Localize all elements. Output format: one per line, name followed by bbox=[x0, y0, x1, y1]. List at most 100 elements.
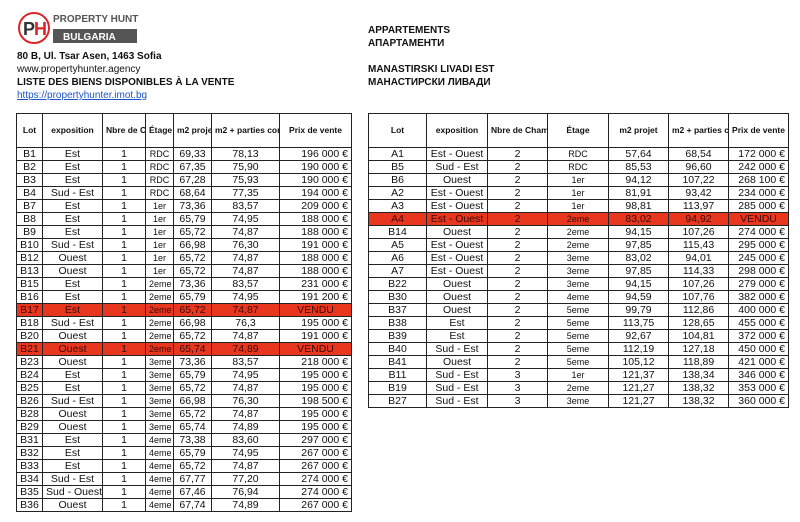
col-header-m2-project: m2 projet bbox=[173, 113, 212, 148]
cell-m2-project: 94,15 bbox=[608, 225, 669, 239]
col-header-bedrooms: Nbre de Chambre à coucher bbox=[102, 113, 146, 148]
cell-m2-project: 121,27 bbox=[608, 394, 669, 408]
table-row: B28 Ouest 1 3eme 65,72 74,87 195 000 € bbox=[16, 407, 352, 421]
cell-floor: 1er bbox=[145, 212, 174, 226]
table-row: B26 Sud - Est 1 3eme 66,98 76,30 198 500 € bbox=[16, 394, 352, 408]
cell-bedrooms: 2 bbox=[487, 173, 548, 187]
cell-bedrooms: 1 bbox=[102, 420, 146, 434]
cell-price: 295 000 € bbox=[728, 238, 789, 252]
cell-bedrooms: 1 bbox=[102, 381, 146, 395]
cell-floor: 5eme bbox=[547, 316, 609, 330]
cell-floor: 2eme bbox=[547, 225, 609, 239]
cell-m2-project: 65,79 bbox=[173, 368, 212, 382]
cell-price: 372 000 € bbox=[728, 329, 789, 343]
cell-floor: 2eme bbox=[145, 290, 174, 304]
cell-m2-project: 105,12 bbox=[608, 355, 669, 369]
cell-lot: B1 bbox=[16, 147, 43, 161]
cell-price: 188 000 € bbox=[279, 264, 352, 278]
cell-m2-common: 83,60 bbox=[211, 433, 280, 447]
cell-m2-project: 67,46 bbox=[173, 485, 212, 499]
cell-price: VENDU bbox=[279, 303, 352, 317]
cell-m2-common: 138,32 bbox=[668, 381, 729, 395]
cell-m2-project: 65,79 bbox=[173, 290, 212, 304]
type-bg: АПАРТАМЕНТИ bbox=[368, 38, 445, 49]
cell-price: 234 000 € bbox=[728, 186, 789, 200]
cell-price: 267 000 € bbox=[279, 498, 352, 512]
cell-m2-common: 76,94 bbox=[211, 485, 280, 499]
cell-price: 285 000 € bbox=[728, 199, 789, 213]
cell-exposition: Est bbox=[42, 160, 103, 174]
cell-m2-common: 74,87 bbox=[211, 381, 280, 395]
cell-bedrooms: 1 bbox=[102, 329, 146, 343]
cell-price: 191 000 € bbox=[279, 238, 352, 252]
cell-bedrooms: 1 bbox=[102, 147, 146, 161]
cell-lot: A5 bbox=[368, 238, 427, 252]
cell-price: 421 000 € bbox=[728, 355, 789, 369]
cell-exposition: Est bbox=[42, 212, 103, 226]
cell-m2-project: 65,72 bbox=[173, 329, 212, 343]
cell-bedrooms: 1 bbox=[102, 251, 146, 265]
cell-floor: 2eme bbox=[145, 303, 174, 317]
cell-price: 268 100 € bbox=[728, 173, 789, 187]
cell-lot: B39 bbox=[368, 329, 427, 343]
company-logo: P H PROPERTY HUNTER BULGARIA bbox=[17, 10, 153, 46]
cell-price: 195 000 € bbox=[279, 316, 352, 330]
cell-bedrooms: 3 bbox=[487, 368, 548, 382]
cell-m2-project: 73,36 bbox=[173, 199, 212, 213]
cell-lot: B33 bbox=[16, 459, 43, 473]
cell-lot: B16 bbox=[16, 290, 43, 304]
col-header-exposition: exposition bbox=[42, 113, 103, 148]
cell-floor: 5eme bbox=[547, 329, 609, 343]
cell-bedrooms: 2 bbox=[487, 342, 548, 356]
cell-lot: B26 bbox=[16, 394, 43, 408]
cell-lot: B20 bbox=[16, 329, 43, 343]
col-header-exposition: exposition bbox=[426, 113, 488, 148]
col-header-lot: Lot bbox=[368, 113, 427, 148]
table-row-sold: B21 Ouest 1 2eme 65,74 74,89 VENDU bbox=[16, 342, 352, 356]
cell-floor: 4eme bbox=[145, 459, 174, 473]
col-header-m2-common: m2 + parties communes bbox=[668, 113, 729, 148]
cell-m2-common: 93,42 bbox=[668, 186, 729, 200]
cell-m2-project: 67,74 bbox=[173, 498, 212, 512]
cell-m2-project: 121,27 bbox=[608, 381, 669, 395]
cell-exposition: Ouest bbox=[426, 290, 488, 304]
cell-bedrooms: 1 bbox=[102, 316, 146, 330]
cell-bedrooms: 2 bbox=[487, 251, 548, 265]
type-fr: APPARTEMENTS bbox=[368, 25, 451, 36]
cell-bedrooms: 2 bbox=[487, 186, 548, 200]
cell-floor: RDC bbox=[547, 160, 609, 174]
cell-lot: B37 bbox=[368, 303, 427, 317]
table-row: B24 Est 1 3eme 65,79 74,95 195 000 € bbox=[16, 368, 352, 382]
cell-m2-common: 74,95 bbox=[211, 446, 280, 460]
cell-lot: A1 bbox=[368, 147, 427, 161]
cell-price: 382 000 € bbox=[728, 290, 789, 304]
cell-price: 353 000 € bbox=[728, 381, 789, 395]
cell-m2-project: 97,85 bbox=[608, 264, 669, 278]
cell-exposition: Ouest bbox=[426, 355, 488, 369]
cell-bedrooms: 1 bbox=[102, 199, 146, 213]
listing-link[interactable]: https://propertyhunter.imot.bg bbox=[17, 90, 148, 101]
cell-floor: 4eme bbox=[145, 446, 174, 460]
table-row-sold: B17 Est 1 2eme 65,72 74,87 VENDU bbox=[16, 303, 352, 317]
cell-bedrooms: 1 bbox=[102, 160, 146, 174]
cell-lot: B22 bbox=[368, 277, 427, 291]
table-row: B20 Ouest 1 2eme 65,72 74,87 191 000 € bbox=[16, 329, 352, 343]
cell-floor: 2eme bbox=[145, 277, 174, 291]
cell-exposition: Est - Ouest bbox=[426, 186, 488, 200]
cell-lot: B5 bbox=[368, 160, 427, 174]
cell-floor: 2eme bbox=[145, 329, 174, 343]
cell-m2-common: 74,87 bbox=[211, 329, 280, 343]
project-fr: MANASTIRSKI LIVADI EST bbox=[368, 64, 495, 75]
cell-price: VENDU bbox=[728, 212, 789, 226]
cell-m2-common: 74,89 bbox=[211, 420, 280, 434]
cell-exposition: Est - Ouest bbox=[426, 251, 488, 265]
cell-m2-common: 138,34 bbox=[668, 368, 729, 382]
cell-bedrooms: 3 bbox=[487, 381, 548, 395]
table-row: B1 Est 1 RDC 69,33 78,13 196 000 € bbox=[16, 147, 352, 161]
cell-m2-common: 74,87 bbox=[211, 459, 280, 473]
cell-lot: B40 bbox=[368, 342, 427, 356]
cell-bedrooms: 2 bbox=[487, 264, 548, 278]
cell-bedrooms: 1 bbox=[102, 186, 146, 200]
col-header-floor: Étage bbox=[547, 113, 609, 148]
